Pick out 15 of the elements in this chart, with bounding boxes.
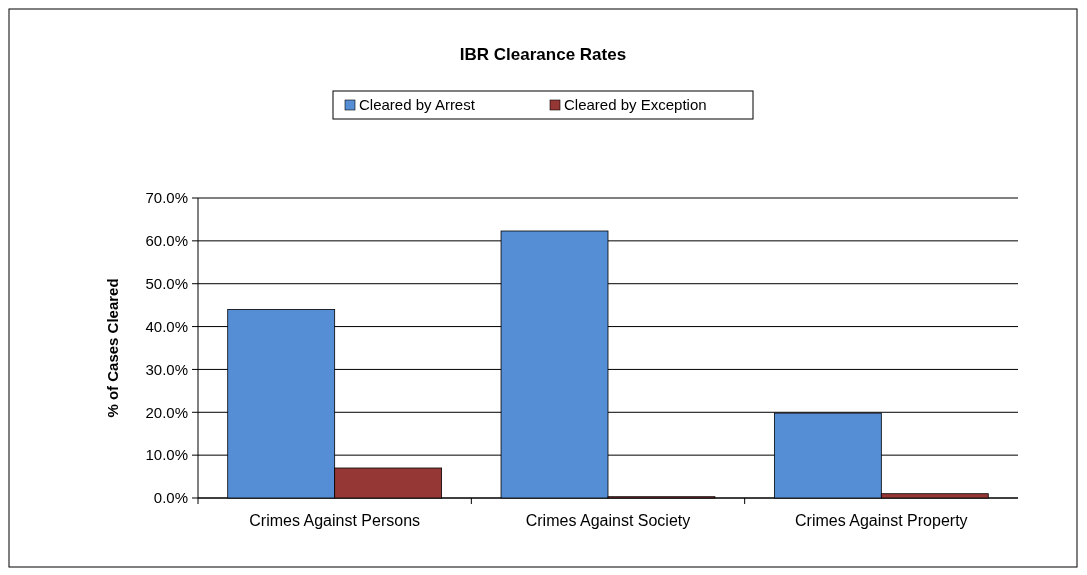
y-tick-label: 20.0% — [145, 403, 188, 421]
chart-title: IBR Clearance Rates — [459, 45, 627, 64]
y-tick-label: 30.0% — [145, 360, 188, 378]
x-tick-label: Crimes Against Property — [795, 512, 968, 529]
y-tick-label: 40.0% — [145, 317, 188, 335]
y-tick-label: 60.0% — [145, 232, 188, 250]
legend-label: Cleared by Arrest — [359, 96, 476, 113]
y-tick-label: 0.0% — [153, 489, 188, 507]
x-tick-label: Crimes Against Society — [525, 512, 691, 529]
y-tick-label: 70.0% — [145, 189, 188, 207]
legend-label: Cleared by Exception — [564, 96, 707, 113]
y-axis-title: % of Cases Cleared — [104, 278, 121, 418]
x-tick-label: Crimes Against Persons — [249, 512, 421, 529]
y-tick-label: 10.0% — [145, 446, 188, 464]
y-tick-label: 50.0% — [145, 274, 188, 292]
